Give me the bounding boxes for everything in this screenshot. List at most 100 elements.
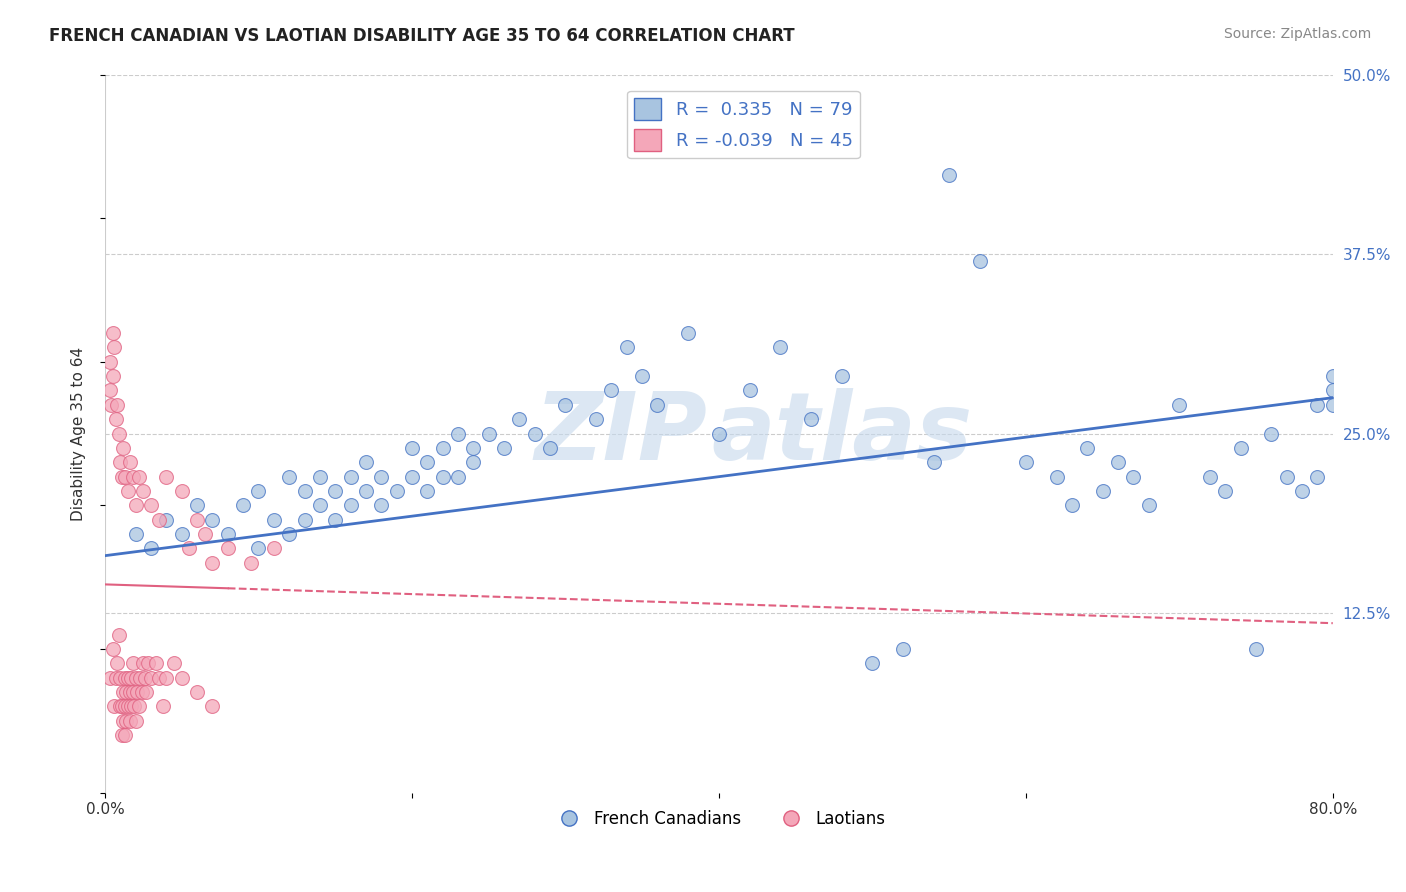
Point (523, 426, 546, 441)
Point (1137, 499, 1160, 513)
Point (112, 441, 135, 455)
Point (247, 483, 270, 498)
Point (179, 541, 201, 556)
Point (938, 168, 960, 182)
Point (129, 671, 152, 685)
Point (114, 469, 136, 483)
Point (323, 483, 346, 498)
Point (707, 426, 730, 441)
Point (114, 671, 136, 685)
Point (152, 699, 174, 714)
Point (118, 714, 141, 728)
Point (201, 513, 224, 527)
Point (127, 685, 149, 699)
Point (401, 441, 423, 455)
Point (217, 541, 239, 556)
Point (1122, 469, 1144, 483)
Point (1306, 398, 1329, 412)
Point (111, 469, 134, 483)
Point (492, 441, 515, 455)
Point (117, 483, 139, 498)
Point (98, 355, 121, 369)
Point (186, 685, 208, 699)
Text: ZIP: ZIP (534, 388, 707, 480)
Point (105, 657, 128, 671)
Point (139, 499, 162, 513)
Point (800, 412, 823, 426)
Point (616, 340, 638, 354)
Point (969, 254, 991, 268)
Point (1244, 642, 1267, 657)
Point (508, 412, 530, 426)
Point (217, 527, 239, 541)
Point (432, 469, 454, 483)
Point (155, 671, 177, 685)
Point (121, 685, 143, 699)
Point (110, 699, 132, 714)
Point (186, 513, 208, 527)
Point (125, 499, 148, 513)
Point (121, 657, 143, 671)
Point (104, 412, 127, 426)
Point (132, 483, 155, 498)
Point (354, 455, 377, 469)
Point (103, 340, 125, 354)
Point (769, 340, 792, 354)
Point (125, 671, 148, 685)
Point (120, 699, 142, 714)
Point (738, 384, 761, 398)
Point (122, 699, 145, 714)
Point (831, 369, 853, 384)
Point (101, 326, 124, 340)
Point (1091, 483, 1114, 498)
Point (1199, 469, 1222, 483)
Point (922, 455, 945, 469)
Point (647, 398, 669, 412)
Point (339, 469, 361, 483)
Point (370, 469, 392, 483)
Point (136, 657, 159, 671)
Point (107, 426, 129, 441)
Point (447, 426, 470, 441)
Point (132, 657, 155, 671)
Point (201, 556, 224, 570)
Point (1306, 469, 1329, 483)
Point (103, 699, 125, 714)
Point (585, 412, 607, 426)
Point (114, 699, 136, 714)
Y-axis label: Disability Age 35 to 64: Disability Age 35 to 64 (72, 346, 86, 521)
Point (121, 469, 143, 483)
Point (1060, 499, 1083, 513)
Point (1015, 455, 1038, 469)
Point (860, 657, 883, 671)
Point (1215, 483, 1237, 498)
Point (118, 455, 141, 469)
Point (128, 469, 150, 483)
Point (114, 728, 136, 742)
Point (891, 642, 914, 657)
Point (1107, 455, 1129, 469)
Point (263, 541, 285, 556)
Text: FRENCH CANADIAN VS LAOTIAN DISABILITY AGE 35 TO 64 CORRELATION CHART: FRENCH CANADIAN VS LAOTIAN DISABILITY AG… (49, 27, 794, 45)
Point (155, 469, 177, 483)
Point (139, 671, 162, 685)
Point (239, 556, 262, 570)
Point (416, 483, 439, 498)
Point (201, 699, 224, 714)
Point (100, 398, 122, 412)
Point (115, 714, 138, 728)
Point (170, 671, 193, 685)
Point (148, 513, 170, 527)
Point (135, 685, 157, 699)
Point (354, 483, 377, 498)
Point (139, 541, 162, 556)
Point (294, 483, 316, 498)
Point (148, 671, 170, 685)
Point (1322, 384, 1344, 398)
Point (1168, 398, 1191, 412)
Point (194, 527, 217, 541)
Legend: French Canadians, Laotians: French Canadians, Laotians (546, 804, 893, 835)
Point (117, 699, 139, 714)
Point (278, 527, 301, 541)
Point (128, 699, 150, 714)
